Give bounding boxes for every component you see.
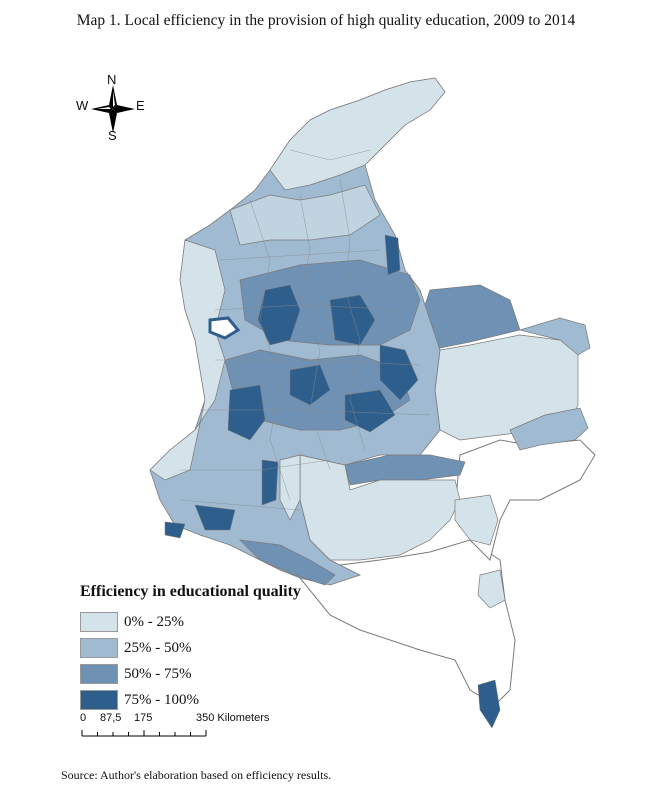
map-region	[289, 364, 331, 406]
north-arrow-compass: N W E S	[76, 72, 150, 143]
municipality-boundaries	[179, 149, 431, 511]
legend-label: 75% - 100%	[124, 691, 199, 708]
compass-east-label: E	[136, 98, 145, 113]
map-region	[477, 569, 506, 609]
legend-label: 25% - 50%	[124, 639, 192, 656]
map-region	[164, 521, 186, 539]
map-region	[509, 407, 589, 451]
map-legend: Efficiency in educational quality 0% - 2…	[80, 583, 301, 713]
compass-rose-icon	[91, 85, 135, 133]
map-region	[279, 454, 301, 521]
map-region	[261, 459, 279, 506]
map-region	[384, 234, 401, 276]
legend-item: 75% - 100%	[80, 687, 301, 713]
compass-south-label: S	[108, 128, 117, 143]
map-region	[477, 679, 501, 729]
map-region	[379, 344, 419, 401]
map-region	[229, 184, 381, 246]
map-region	[239, 539, 336, 586]
compass-north-label: N	[107, 72, 117, 87]
legend-swatch	[80, 638, 118, 658]
map-region	[329, 294, 376, 346]
legend-swatch	[80, 690, 118, 710]
legend-item: 50% - 75%	[80, 661, 301, 687]
legend-label: 0% - 25%	[124, 613, 184, 630]
map-region	[518, 317, 591, 356]
legend-label: 50% - 75%	[124, 665, 192, 682]
map-region	[257, 284, 301, 346]
map-title: Map 1. Local efficiency in the provision…	[76, 12, 576, 29]
scale-tick-label: 175	[134, 712, 153, 724]
scale-bar: 0 87,5 175 350 Kilometers	[78, 712, 269, 748]
map-region	[454, 494, 499, 546]
map-region	[227, 384, 266, 441]
map-region	[149, 239, 226, 481]
compass-west-label: W	[76, 98, 89, 113]
scale-tick-label: 87,5	[100, 712, 122, 724]
source-note: Source: Author's elaboration based on ef…	[61, 768, 332, 782]
scale-bar-line	[81, 730, 207, 737]
scale-tick-label: 350 Kilometers	[196, 712, 270, 724]
map-region	[208, 316, 241, 340]
map-region	[194, 504, 236, 531]
map-region	[269, 77, 446, 191]
legend-item: 25% - 50%	[80, 635, 301, 661]
map-region-no-data	[299, 539, 516, 706]
scale-tick-label: 0	[80, 712, 87, 724]
legend-swatch	[80, 664, 118, 684]
legend-swatch	[80, 612, 118, 632]
legend-title: Efficiency in educational quality	[80, 583, 301, 600]
map-region	[344, 389, 396, 433]
legend-item: 0% - 25%	[80, 609, 301, 635]
